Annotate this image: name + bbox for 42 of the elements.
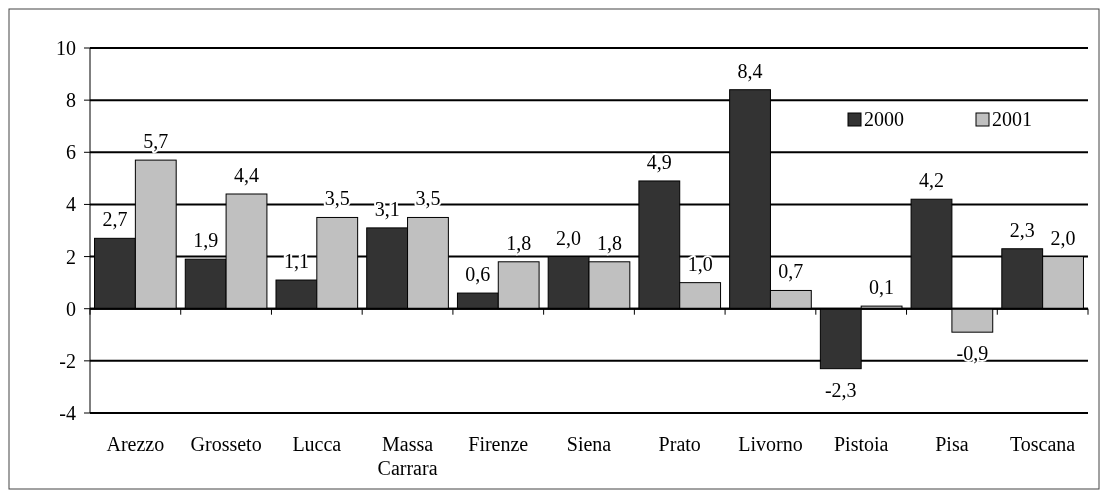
- y-tick-label: 4: [66, 193, 76, 216]
- data-label: 2,7: [102, 208, 128, 231]
- data-label: 3,5: [415, 187, 441, 210]
- data-label: 1,1: [283, 250, 309, 273]
- data-label: 2,0: [1050, 226, 1076, 249]
- data-label: 4,2: [919, 169, 944, 192]
- data-label: 0,7: [778, 260, 804, 283]
- data-label: 1,8: [506, 231, 532, 254]
- x-tick-label: Toscana: [1010, 433, 1076, 455]
- x-tick-label: Lucca: [292, 433, 342, 455]
- data-label: 0,1: [869, 276, 895, 299]
- x-tick-label: Prato: [658, 433, 701, 455]
- data-label: -2,3: [824, 378, 857, 401]
- x-tick-label: Grosseto: [190, 433, 262, 455]
- y-tick-label: -4: [59, 402, 76, 424]
- data-label: 3,5: [324, 187, 350, 210]
- y-tick-label: 0: [66, 297, 76, 320]
- data-label: 2,0: [556, 226, 582, 249]
- data-label: 5,7: [143, 130, 169, 153]
- data-label: -0,9: [956, 342, 989, 365]
- data-label: 4,4: [234, 164, 259, 186]
- legend-label: 2001: [992, 108, 1032, 130]
- data-label: 8,4: [737, 59, 763, 82]
- data-label: 2,3: [1009, 218, 1035, 241]
- x-tick-label: Arezzo: [106, 433, 165, 455]
- data-label: 1,8: [596, 231, 622, 254]
- y-tick-label: -2: [59, 349, 76, 372]
- x-tick-label: Livorno: [738, 433, 803, 455]
- y-tick-label: 6: [66, 141, 76, 164]
- x-tick-label: Massa Carrara: [377, 433, 438, 479]
- y-tick-label: 10: [56, 37, 76, 59]
- x-tick-label: Pistoia: [833, 433, 889, 455]
- x-tick-label: Siena: [566, 433, 612, 455]
- y-tick-label: 2: [66, 245, 76, 268]
- x-tick-label: Pisa: [935, 433, 969, 455]
- data-label: 1,9: [193, 229, 219, 252]
- data-label: 0,6: [465, 263, 491, 286]
- x-tick-label: Firenze: [468, 433, 529, 455]
- data-label: 1,0: [687, 252, 713, 275]
- y-tick-label: 8: [66, 89, 76, 112]
- legend-label: 2000: [864, 108, 904, 130]
- data-label: 4,9: [646, 150, 672, 173]
